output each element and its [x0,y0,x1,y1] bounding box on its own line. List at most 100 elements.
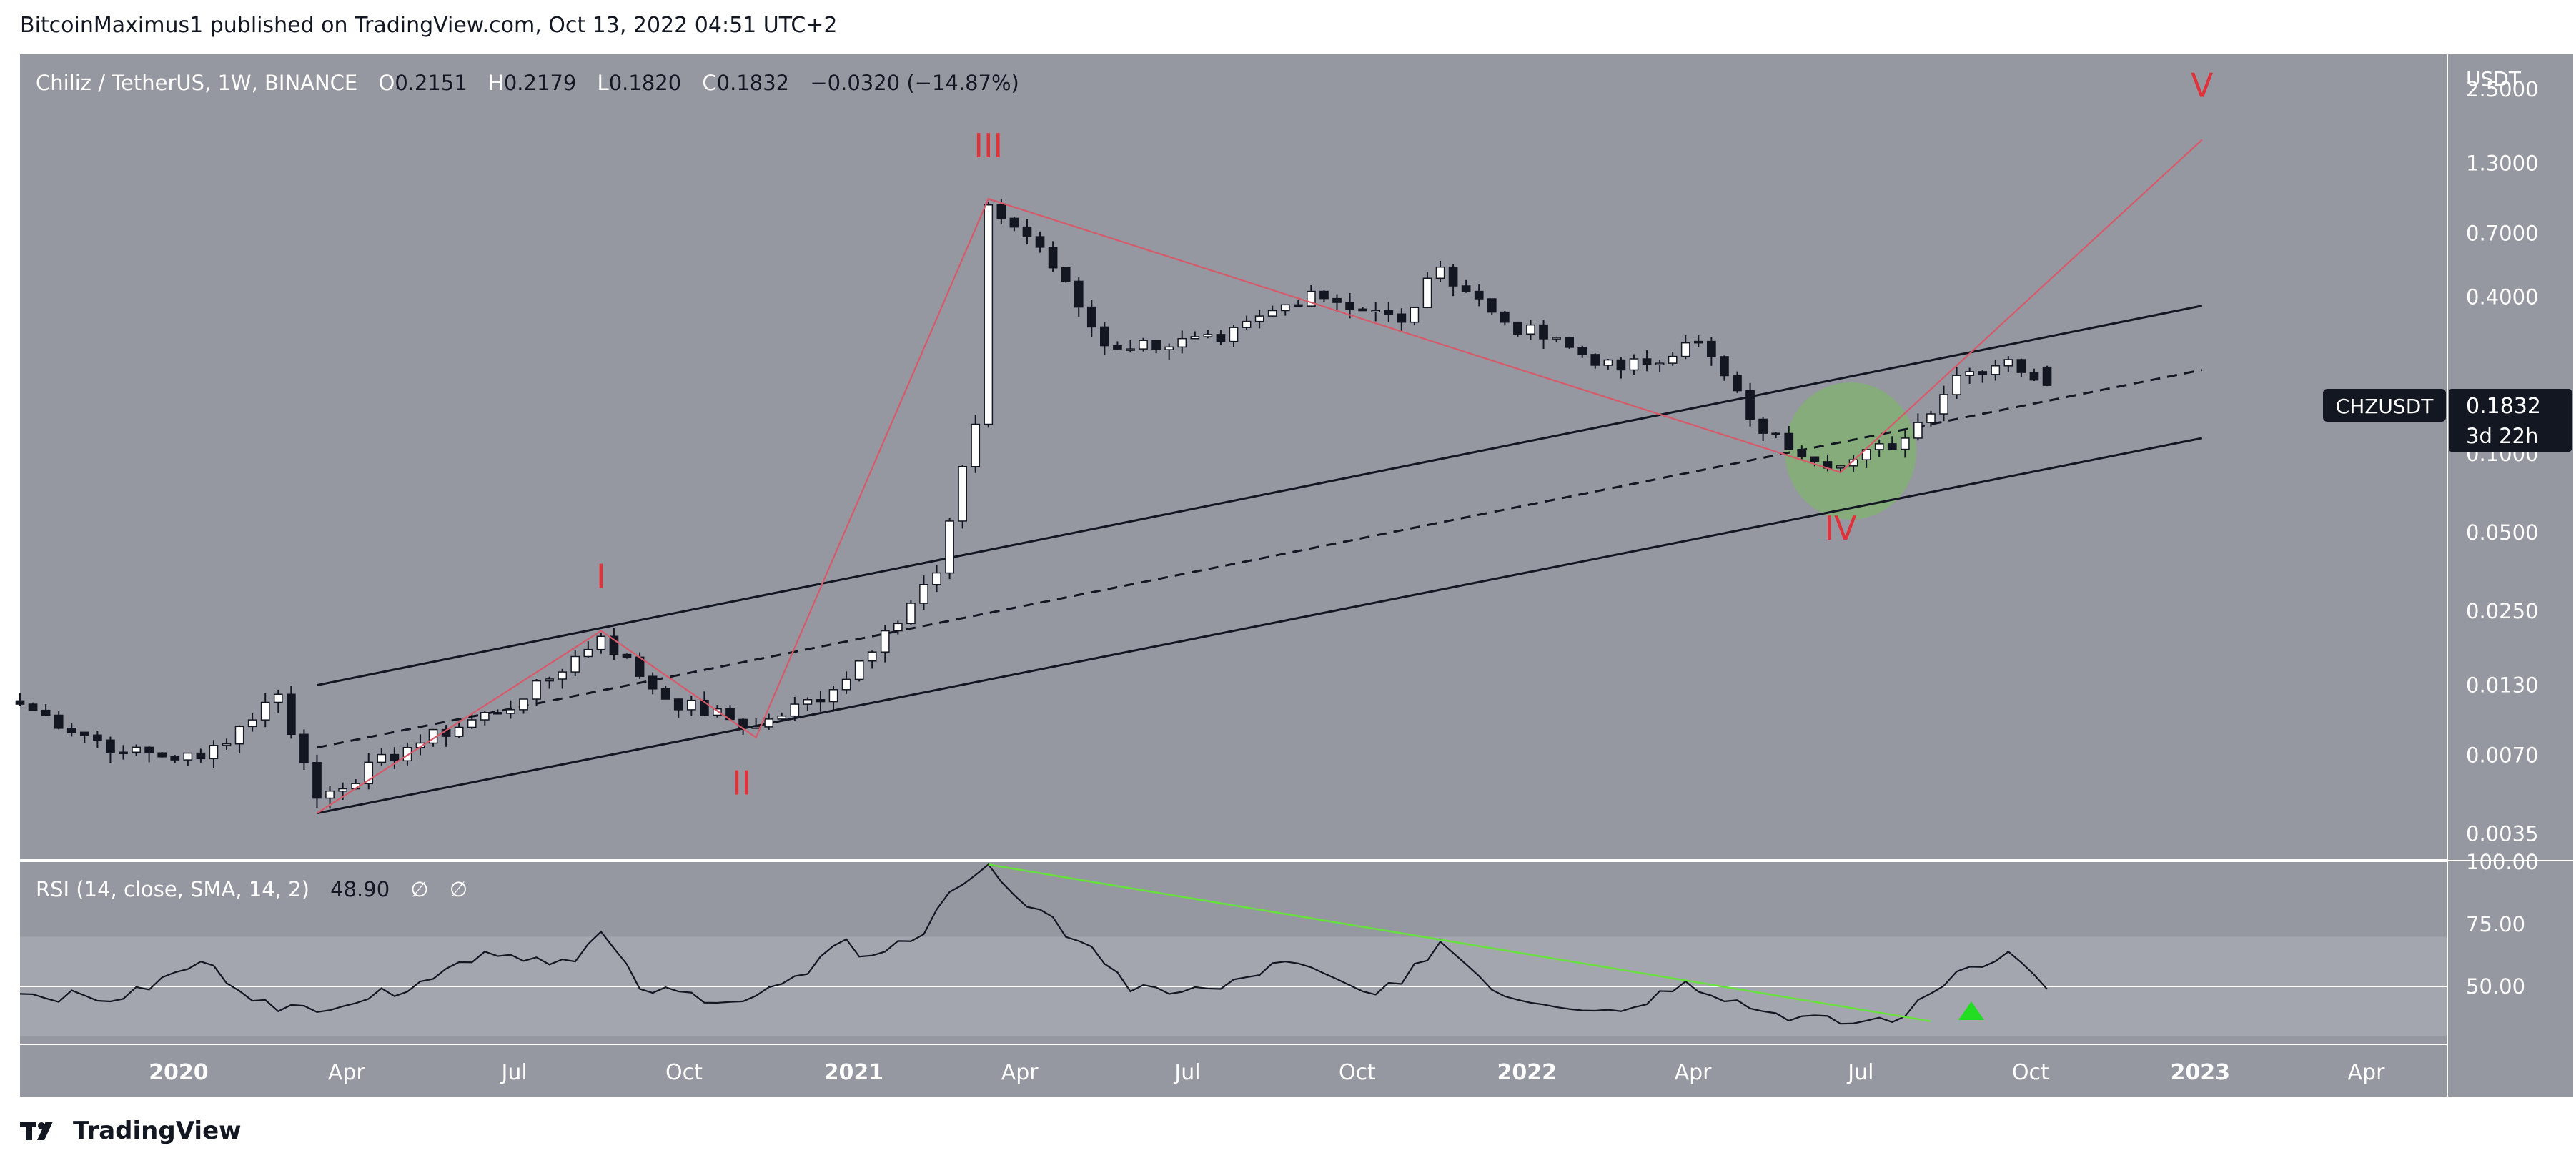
candle[interactable] [1668,355,1678,364]
candle[interactable] [28,703,38,711]
candle[interactable] [1797,449,1807,458]
candle[interactable] [1991,365,2001,375]
candle[interactable] [583,648,593,658]
candle[interactable] [1577,347,1587,355]
candle[interactable] [984,204,994,425]
candle[interactable] [1074,280,1084,308]
candle[interactable] [183,752,193,761]
rsi-trendline[interactable] [988,863,1931,1022]
candle[interactable] [480,712,490,721]
candle[interactable] [1216,334,1226,342]
candle[interactable] [1900,437,1910,450]
candle[interactable] [1009,217,1019,228]
candle[interactable] [1629,358,1639,371]
candle[interactable] [1655,362,1665,365]
candle[interactable] [1500,311,1510,323]
candle[interactable] [93,734,102,741]
tradingview-brand[interactable]: TradingView [20,1117,242,1145]
candle[interactable] [467,719,477,728]
candle[interactable] [1448,266,1458,287]
candle[interactable] [1474,290,1484,300]
candle[interactable] [1926,413,1936,423]
candle[interactable] [1307,290,1316,307]
candle[interactable] [15,700,25,705]
candle[interactable] [1693,340,1703,344]
candle[interactable] [764,718,774,728]
candle[interactable] [1874,443,1884,450]
candle[interactable] [777,715,787,720]
candle[interactable] [157,752,167,758]
candle[interactable] [454,726,464,737]
candle[interactable] [790,703,800,717]
candle[interactable] [170,756,180,761]
candle[interactable] [119,751,128,755]
candle[interactable] [196,752,206,760]
candle[interactable] [1022,226,1032,237]
candle[interactable] [1978,371,1988,375]
candle[interactable] [713,708,722,716]
candle[interactable] [545,678,554,682]
candle[interactable] [1267,310,1277,317]
candle[interactable] [1113,345,1122,350]
candle[interactable] [919,584,928,604]
candle[interactable] [1513,321,1522,335]
candle[interactable] [1319,290,1329,300]
candle[interactable] [1332,297,1342,303]
candle[interactable] [1151,340,1161,350]
candle[interactable] [1035,236,1045,248]
channel-mid-line[interactable] [317,368,2203,749]
candle[interactable] [660,688,670,700]
candle[interactable] [1422,277,1432,308]
candle[interactable] [1565,337,1575,348]
candle[interactable] [54,714,64,729]
candle[interactable] [1487,298,1497,313]
candle[interactable] [1642,358,1652,365]
candle[interactable] [828,689,838,703]
candle[interactable] [686,699,696,711]
candle[interactable] [1707,340,1716,357]
candle[interactable] [841,678,851,691]
candle[interactable] [1164,346,1174,350]
candle[interactable] [1139,340,1148,350]
candle[interactable] [570,655,580,673]
candle[interactable] [1758,418,1768,434]
candle[interactable] [144,746,154,754]
candle[interactable] [2016,359,2026,373]
candle[interactable] [673,698,683,711]
candle[interactable] [222,743,232,746]
elliott-wave-path[interactable] [316,139,2203,814]
candle[interactable] [402,747,412,762]
candle[interactable] [1836,465,1846,469]
candle[interactable] [1190,336,1200,340]
candle[interactable] [1680,342,1690,357]
candle[interactable] [209,745,219,760]
candle[interactable] [132,746,141,753]
candle[interactable] [106,739,115,753]
price-axis-strip[interactable] [2447,54,2573,1097]
candle[interactable] [1461,285,1471,292]
candle[interactable] [1345,302,1354,310]
candle[interactable] [751,726,761,729]
candle[interactable] [1539,324,1548,340]
candle[interactable] [1371,310,1381,312]
candle[interactable] [700,699,709,716]
candle[interactable] [1810,456,1820,462]
candle[interactable] [506,709,515,714]
candle[interactable] [1177,337,1187,348]
candle[interactable] [1086,306,1096,328]
candle[interactable] [1203,334,1213,337]
candle[interactable] [816,699,826,703]
candle[interactable] [867,651,877,662]
candle[interactable] [1720,356,1729,377]
candle[interactable] [377,753,387,763]
candle[interactable] [1061,267,1071,282]
candle[interactable] [958,465,968,522]
candle[interactable] [273,693,283,703]
candle[interactable] [390,753,400,762]
candle[interactable] [66,728,76,733]
candle[interactable] [1616,359,1626,371]
candle[interactable] [609,635,619,655]
candle[interactable] [41,709,51,716]
candle[interactable] [1603,359,1613,366]
